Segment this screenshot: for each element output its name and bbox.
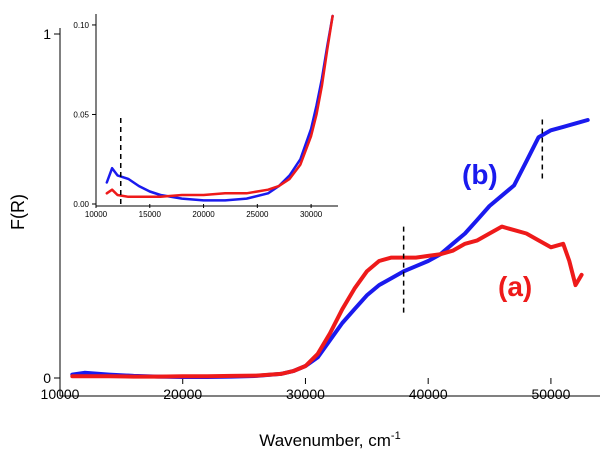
main-markers [402, 116, 544, 313]
inset-x-ticks: 10000 15000 20000 25000 30000 [85, 204, 323, 219]
inset-x-tick-label-1: 15000 [139, 210, 162, 219]
x-axis-label-main: Wavenumber, cm [259, 431, 391, 450]
inset-y-ticks: 0.00 0.05 0.10 [73, 21, 96, 209]
main-series [70, 118, 590, 379]
inset-series-line-0 [105, 14, 334, 202]
main-x-tick-label-2: 30000 [286, 386, 325, 402]
inset-x-tick-label-4: 30000 [300, 210, 323, 219]
inset-series [105, 14, 334, 202]
main-x-tick-label-0: 10000 [41, 386, 80, 402]
x-axis-label-superscript: -1 [391, 430, 401, 442]
main-axes [59, 28, 600, 397]
main-x-tick-label-3: 40000 [409, 386, 448, 402]
inset-x-tick-label-2: 20000 [192, 210, 215, 219]
main-series-line-1 [70, 224, 584, 379]
inset-x-tick-label-3: 25000 [246, 210, 269, 219]
main-y-ticks: 01 [43, 26, 60, 386]
inset-series-line-1 [105, 14, 334, 199]
main-x-ticks: 10000 20000 30000 40000 50000 [41, 378, 571, 402]
main-x-tick-label-4: 50000 [531, 386, 570, 402]
main-x-tick-label-1: 20000 [163, 386, 202, 402]
main-y-tick-label-1: 1 [43, 26, 51, 42]
series-label-b: (b) [462, 159, 498, 190]
inset-y-tick-label-0: 0.00 [73, 200, 89, 209]
series-label-a: (a) [498, 271, 532, 302]
main-y-tick-label-0: 0 [43, 370, 51, 386]
x-axis-label: Wavenumber, cm-1 [259, 430, 400, 450]
inset-x-tick-label-0: 10000 [85, 210, 108, 219]
y-axis-label: F(R) [8, 194, 28, 230]
inset-y-tick-label-1: 0.05 [73, 110, 89, 119]
inset-y-tick-label-2: 0.10 [73, 21, 89, 30]
inset-chart: 10000 15000 20000 25000 30000 0.00 0.05 0.10 [73, 14, 338, 219]
inset-background [96, 14, 338, 206]
